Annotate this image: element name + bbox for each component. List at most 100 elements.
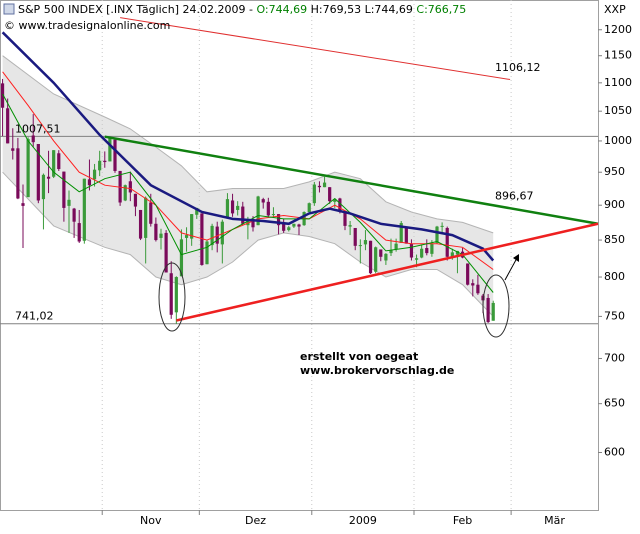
candle-body: [184, 235, 189, 238]
arrow-head: [513, 254, 519, 262]
candle-body: [440, 225, 444, 227]
candle-body: [343, 212, 347, 226]
candle-body: [92, 169, 97, 180]
level-label: 741,02: [15, 310, 54, 323]
candle-body: [98, 160, 102, 171]
x-tick-label: Nov: [140, 514, 162, 527]
candle-body: [399, 223, 403, 243]
candle-body: [317, 185, 322, 188]
candle-body: [358, 245, 362, 247]
y-tick-label: 1150: [604, 49, 632, 62]
arrow: [504, 257, 518, 281]
candle-body: [276, 214, 281, 226]
y-tick-label: 1100: [604, 76, 632, 89]
candle-body: [251, 218, 255, 228]
y-tick-label: 1200: [604, 23, 632, 36]
trend-line: [104, 135, 599, 226]
candle-body: [394, 243, 398, 250]
candle-body: [103, 160, 107, 163]
header-part: H:769,53 L:744,69: [307, 3, 416, 16]
average-line: [1, 31, 495, 262]
candle-body: [138, 209, 143, 239]
line-layer: [1, 17, 599, 322]
candle-body: [466, 263, 470, 285]
candle-body: [159, 233, 163, 238]
candle-body: [471, 283, 475, 286]
average-line: [2, 71, 494, 270]
annotation: erstellt von oegeat: [300, 350, 418, 363]
candle-body: [374, 247, 378, 272]
plot-area: [0, 0, 599, 511]
candle-body: [82, 178, 86, 241]
level-label: 1007,51: [15, 122, 61, 135]
average-line: [2, 93, 494, 293]
band-lower: [2, 171, 494, 317]
y-axis-label: XXP: [604, 3, 626, 16]
candle-body: [11, 148, 15, 151]
candle-body: [261, 199, 265, 203]
candle-body: [26, 139, 30, 198]
y-tick-label: 1000: [604, 134, 632, 147]
candle-body: [292, 223, 296, 227]
y-tick-label: 650: [604, 397, 625, 410]
candle-body: [266, 201, 270, 216]
candle-body: [195, 207, 199, 215]
y-tick-label: 900: [604, 198, 625, 211]
y-tick-label: 1050: [604, 104, 632, 117]
trend-label: 896,67: [495, 190, 534, 203]
candle-body: [363, 240, 368, 245]
annotation: www.brokervorschlag.de: [300, 364, 454, 377]
y-tick-label: 800: [604, 270, 625, 283]
header: S&P 500 INDEX [.INX Täglich] 24.02.2009 …: [18, 3, 466, 16]
candle-body: [21, 203, 25, 206]
candle-body: [210, 225, 214, 246]
candle-body: [338, 198, 342, 213]
candle-body: [77, 223, 81, 242]
candle-body: [368, 240, 373, 274]
candle-body: [46, 176, 51, 179]
candle-body: [328, 187, 332, 202]
candle-body: [307, 203, 311, 213]
band-upper: [2, 55, 494, 234]
candle-body: [256, 196, 260, 226]
candle-body: [287, 227, 291, 231]
candle-body: [174, 277, 178, 313]
highlight-ellipse: [482, 274, 510, 338]
candle-body: [246, 219, 250, 226]
candle-body: [52, 150, 56, 177]
candle-body: [36, 144, 40, 201]
candle-body: [179, 239, 184, 277]
candle-body: [445, 227, 449, 257]
candle-body: [215, 226, 219, 244]
candle-body: [230, 200, 235, 214]
candle-body: [486, 297, 490, 323]
y-tick-label: 700: [604, 351, 625, 364]
candle-body: [16, 148, 20, 199]
candle-body: [190, 214, 194, 239]
candle-body: [297, 224, 301, 227]
candle-body: [404, 227, 408, 244]
candle-body: [67, 199, 71, 206]
candle-body: [312, 184, 316, 204]
candle-body: [353, 227, 357, 246]
header-part: O:744,69: [256, 3, 307, 16]
candle-body: [62, 171, 66, 208]
y-tick-label: 950: [604, 165, 625, 178]
header-part: S&P 500 INDEX [.INX Täglich] 24.02.2009 …: [18, 3, 256, 16]
candle-body: [220, 221, 224, 245]
candle-body: [435, 226, 439, 243]
candle-body: [430, 243, 434, 254]
trend-line: [176, 222, 599, 322]
candle-body: [87, 179, 92, 186]
watermark: © www.tradesignalonline.com: [4, 19, 170, 32]
candle-body: [450, 252, 454, 257]
candle-body: [271, 214, 276, 216]
candle-body: [144, 197, 148, 238]
candle-body: [72, 208, 76, 222]
candle-body: [149, 202, 153, 224]
candle-body: [113, 139, 117, 171]
text-layer: S&P 500 INDEX [.INX Täglich] 24.02.2009 …: [3, 3, 632, 527]
candle-body: [6, 108, 10, 144]
candle-body: [414, 258, 419, 260]
